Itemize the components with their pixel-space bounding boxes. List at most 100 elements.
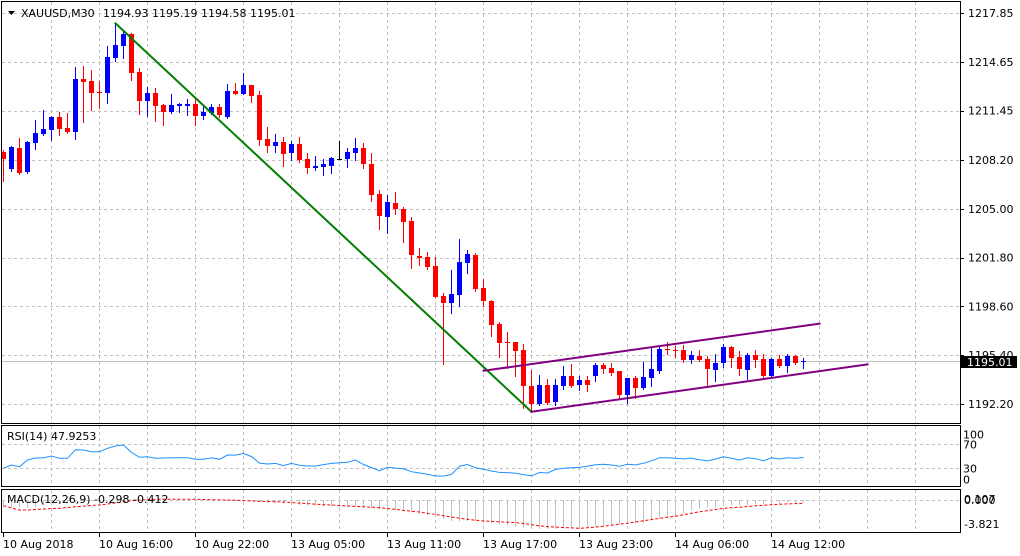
candle-body: [753, 355, 758, 360]
candle-body: [777, 359, 782, 366]
time-axis[interactable]: 10 Aug 2018 10 Aug 16:00 10 Aug 22:00 13 Au…: [3, 532, 845, 551]
candle: [489, 300, 494, 337]
candle-body: [545, 385, 550, 403]
ohlc-label: 1194.93 1195.19 1194.58 1195.01: [103, 7, 295, 20]
candle: [249, 85, 254, 103]
candle-body: [89, 81, 94, 93]
candle-body: [609, 368, 614, 373]
candle: [513, 342, 518, 377]
candle: [121, 30, 126, 59]
candle-body: [65, 128, 70, 132]
candle-body: [49, 117, 54, 130]
channel-lower-line[interactable]: [530, 363, 869, 413]
candle: [465, 250, 470, 274]
candle-body: [713, 363, 718, 370]
candle-body: [801, 361, 806, 362]
candle-body: [137, 72, 142, 101]
candle-body: [473, 255, 478, 289]
candle-body: [1, 152, 6, 159]
candle: [769, 358, 774, 378]
candle-body: [465, 254, 470, 263]
candle: [161, 104, 166, 126]
candle-body: [745, 355, 750, 370]
candle-body: [225, 91, 230, 117]
time-tick-label: 13 Aug 17:00: [483, 538, 557, 551]
triangle-down-icon[interactable]: [8, 11, 15, 15]
candle-body: [529, 386, 534, 404]
macd-panel[interactable]: [1, 489, 961, 533]
candle-body: [17, 148, 22, 173]
candle: [233, 83, 238, 95]
candlestick-series: [1, 23, 806, 413]
candle-body: [497, 324, 502, 343]
candle: [481, 279, 486, 307]
candle-body: [241, 85, 246, 94]
candle-body: [513, 342, 518, 351]
candle: [409, 217, 414, 269]
candle: [505, 332, 510, 369]
candle: [577, 376, 582, 391]
candle: [585, 376, 590, 392]
downtrend-line[interactable]: [114, 21, 533, 414]
price-tick-label: 1201.80: [968, 252, 1014, 265]
candle: [113, 23, 118, 62]
candle: [401, 207, 406, 243]
candle-body: [649, 369, 654, 378]
rsi-label: RSI(14) 47.9253: [7, 430, 96, 443]
candle-body: [441, 296, 446, 303]
candle-body: [721, 347, 726, 363]
candle: [737, 351, 742, 376]
trendlines[interactable]: [114, 21, 869, 414]
candle-body: [409, 221, 414, 255]
candle: [57, 112, 62, 136]
candle: [689, 351, 694, 364]
candle: [41, 110, 46, 136]
candle-body: [593, 365, 598, 376]
candle-body: [393, 203, 398, 209]
candle: [329, 157, 334, 174]
candle: [345, 148, 350, 168]
candle: [473, 253, 478, 292]
candle-body: [337, 159, 342, 160]
rsi-panel[interactable]: [1, 425, 961, 487]
rsi-line: [3, 444, 804, 477]
candle-body: [769, 359, 774, 376]
candle-body: [257, 95, 262, 140]
price-axis[interactable]: 1217.85 1214.65 1211.45 1208.20 1205.00 1201.…: [960, 7, 1014, 411]
candle: [569, 364, 574, 388]
candle-body: [201, 112, 206, 116]
candle-body: [305, 159, 310, 168]
price-tick-label: 1217.85: [968, 7, 1014, 20]
candle-body: [569, 376, 574, 386]
candle-body: [9, 147, 14, 169]
candle-body: [169, 105, 174, 112]
candle: [457, 239, 462, 307]
candle-body: [793, 356, 798, 363]
candle-body: [617, 371, 622, 395]
channel-upper-line[interactable]: [482, 322, 821, 372]
time-tick-label: 10 Aug 16:00: [99, 538, 173, 551]
candle-body: [369, 164, 374, 195]
candle: [361, 143, 366, 169]
candle: [369, 153, 374, 202]
candle-body: [641, 377, 646, 388]
candle: [793, 355, 798, 365]
candle-body: [233, 91, 238, 94]
time-tick-label: 13 Aug 11:00: [387, 538, 461, 551]
macd-scale-label: 0.107: [964, 493, 996, 506]
candle: [1, 150, 6, 182]
candle-body: [489, 301, 494, 325]
main-chart-panel[interactable]: [1, 1, 961, 424]
candle-body: [73, 79, 78, 132]
rsi-scale-label: 70: [963, 438, 977, 451]
macd-scale-label: 0.000: [964, 494, 996, 507]
candle-body: [185, 104, 190, 106]
candle: [297, 137, 302, 163]
candle-body: [193, 104, 198, 116]
candle: [705, 356, 710, 388]
candle: [225, 84, 230, 119]
